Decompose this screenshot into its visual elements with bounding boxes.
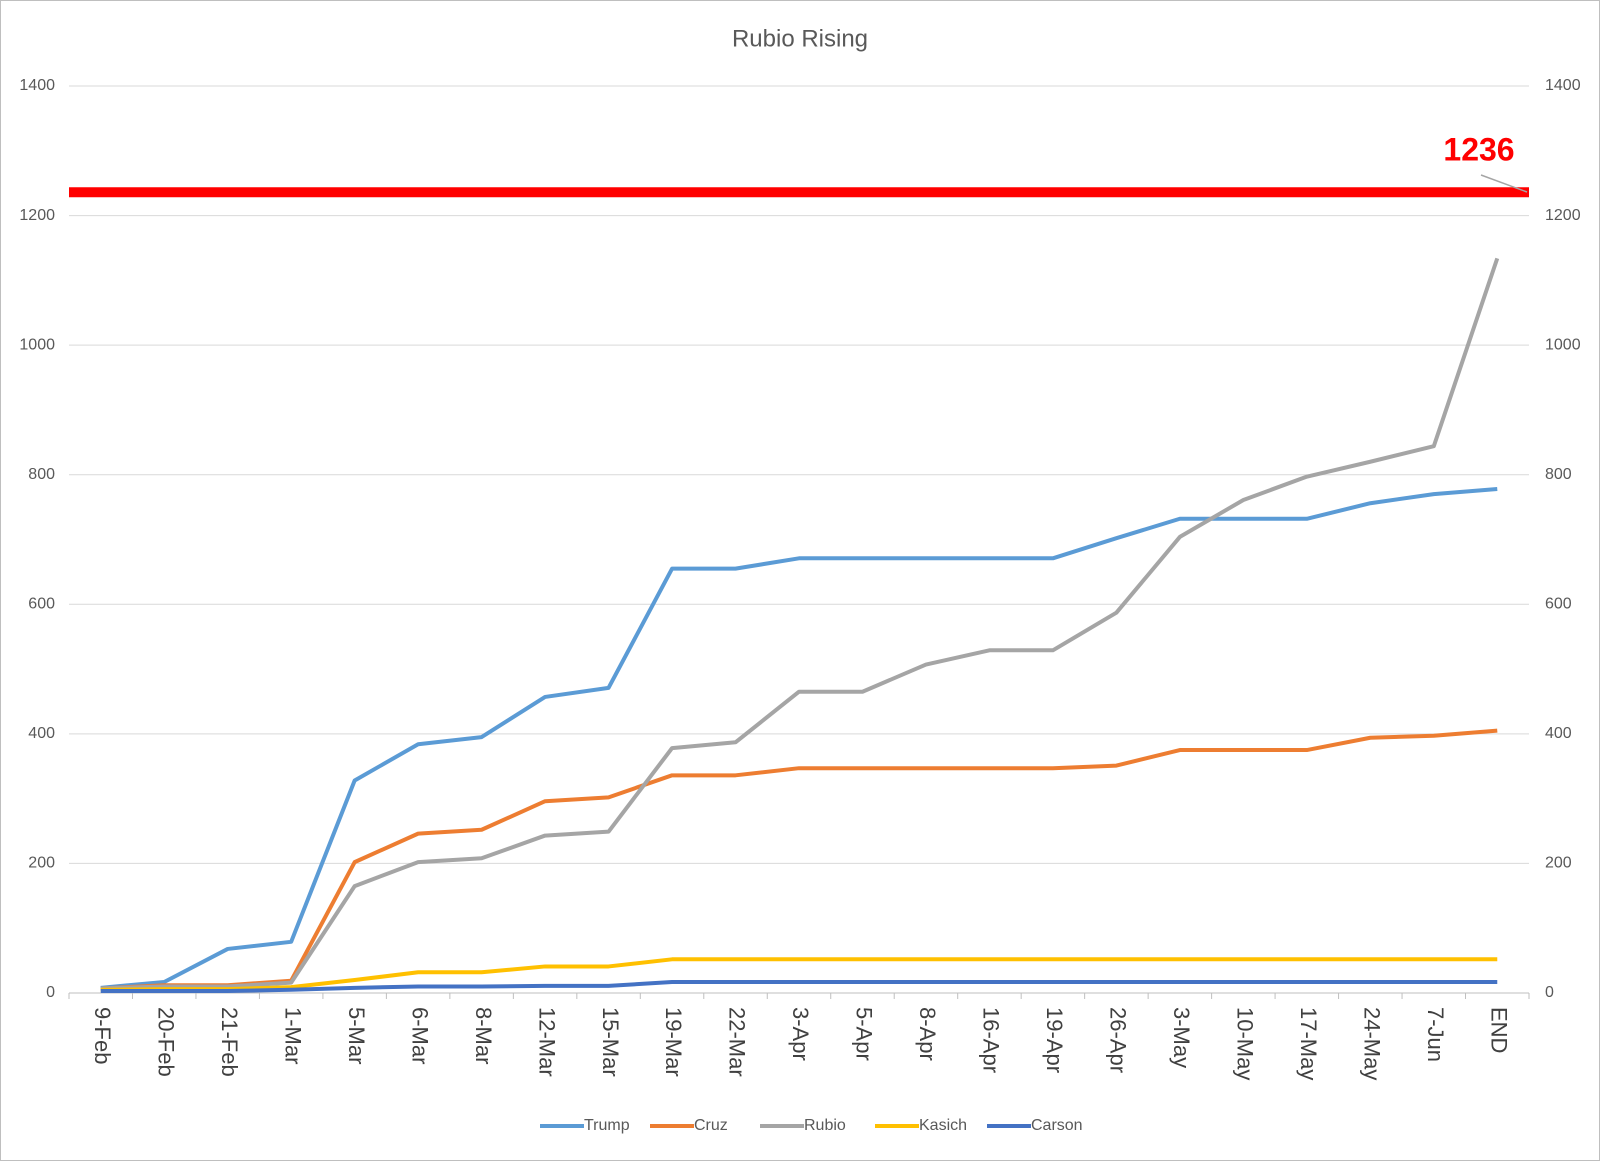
x-tick-label: 19-Apr	[1042, 1007, 1067, 1073]
x-tick-label: 16-Apr	[979, 1007, 1004, 1073]
x-tick-label: 10-May	[1233, 1007, 1258, 1080]
x-tick-label: 22-Mar	[725, 1007, 750, 1077]
y2-tick-label: 600	[1545, 596, 1572, 613]
y2-tick-label: 1000	[1545, 336, 1581, 353]
x-tick-label: 9-Feb	[90, 1007, 115, 1064]
y2-tick-label: 800	[1545, 466, 1572, 483]
x-tick-label: 6-Mar	[407, 1007, 432, 1064]
y2-tick-label: 0	[1545, 984, 1554, 1001]
series-line	[100, 728, 1498, 991]
series-line	[100, 257, 1500, 991]
y-tick-label: 200	[28, 855, 55, 872]
x-tick-label: END	[1486, 1007, 1511, 1053]
x-tick-label: 17-May	[1296, 1007, 1321, 1080]
y2-tick-label: 1400	[1545, 77, 1581, 94]
legend-label: Cruz	[694, 1117, 728, 1134]
x-tick-label: 24-May	[1359, 1007, 1384, 1080]
x-tick-label: 5-Apr	[852, 1007, 877, 1061]
y-tick-label: 1200	[19, 207, 55, 224]
y2-tick-label: 1200	[1545, 207, 1581, 224]
series-line	[100, 486, 1498, 990]
y-tick-label: 1400	[19, 77, 55, 94]
y2-tick-label: 400	[1545, 725, 1572, 742]
x-tick-label: 19-Mar	[661, 1007, 686, 1077]
x-tick-label: 7-Jun	[1423, 1007, 1448, 1062]
y-tick-label: 400	[28, 725, 55, 742]
x-tick-label: 8-Apr	[915, 1007, 940, 1061]
x-tick-label: 26-Apr	[1106, 1007, 1131, 1073]
series-line	[100, 979, 1498, 994]
legend-label: Trump	[584, 1117, 630, 1134]
x-tick-label: 8-Mar	[471, 1007, 496, 1064]
legend-label: Carson	[1031, 1117, 1083, 1134]
x-tick-label: 20-Feb	[153, 1007, 178, 1077]
y-tick-label: 800	[28, 466, 55, 483]
x-tick-label: 3-Apr	[788, 1007, 813, 1061]
x-tick-label: 15-Mar	[598, 1007, 623, 1077]
x-tick-label: 21-Feb	[217, 1007, 242, 1077]
x-tick-label: 5-Mar	[344, 1007, 369, 1064]
legend-label: Rubio	[804, 1117, 846, 1134]
y-tick-label: 0	[46, 984, 55, 1001]
y-tick-label: 600	[28, 596, 55, 613]
legend-label: Kasich	[919, 1117, 967, 1134]
series-line	[100, 957, 1498, 992]
y2-tick-label: 200	[1545, 855, 1572, 872]
chart-title: Rubio Rising	[732, 25, 868, 52]
x-tick-label: 3-May	[1169, 1007, 1194, 1068]
x-tick-label: 1-Mar	[280, 1007, 305, 1064]
y-tick-label: 1000	[19, 336, 55, 353]
x-tick-label: 12-Mar	[534, 1007, 559, 1077]
reference-connector	[1480, 174, 1528, 193]
reference-label: 1236	[1443, 131, 1514, 167]
